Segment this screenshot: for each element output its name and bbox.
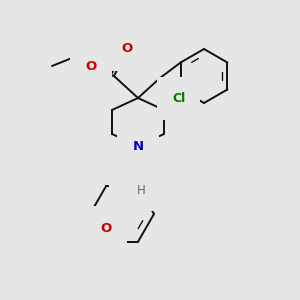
Text: O: O <box>122 43 133 56</box>
Text: Cl: Cl <box>172 92 185 105</box>
Text: H: H <box>136 184 146 197</box>
Text: N: N <box>132 140 144 152</box>
Text: O: O <box>85 59 97 73</box>
Text: O: O <box>124 179 136 192</box>
Text: O: O <box>100 221 112 235</box>
